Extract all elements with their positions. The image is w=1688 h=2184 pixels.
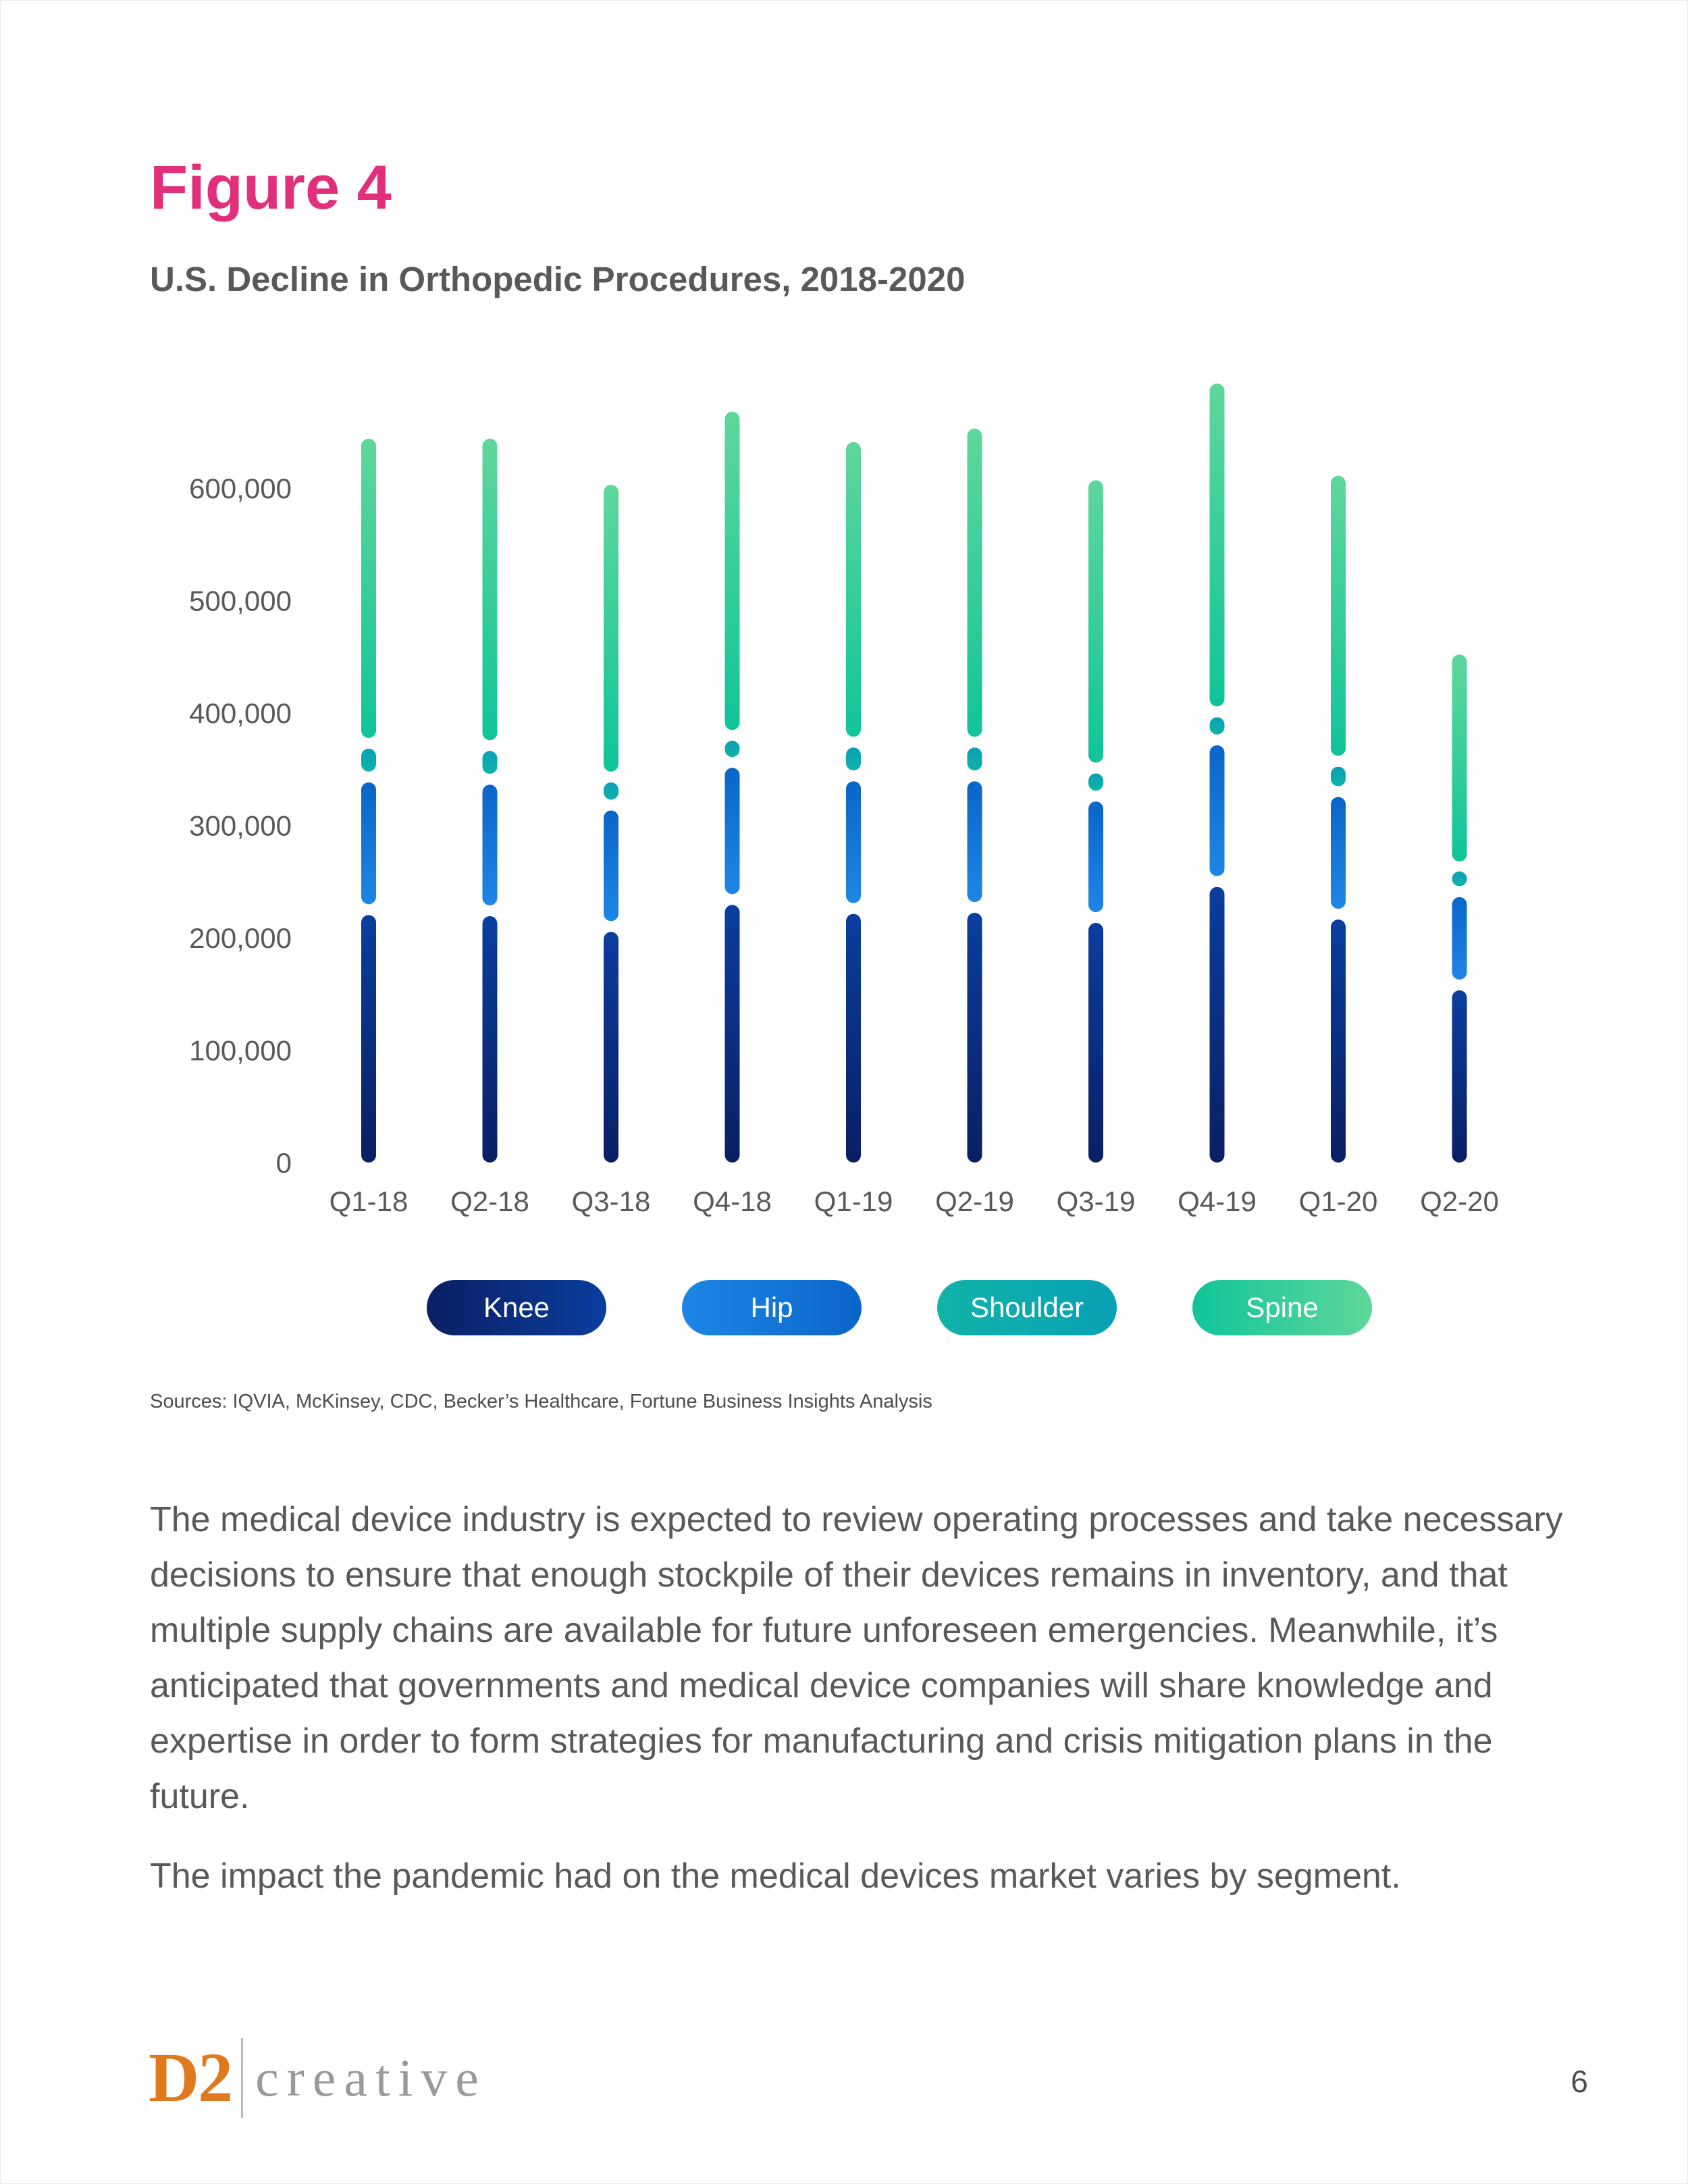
bar-shoulder-q1-18 [361, 748, 376, 772]
bar-shoulder-q2-20 [1452, 871, 1467, 886]
bar-shoulder-q4-19 [1209, 717, 1225, 735]
bar-shoulder-q1-19 [846, 747, 861, 771]
bar-knee-q2-19 [967, 913, 982, 1163]
bars [361, 383, 1467, 1163]
y-tick-label: 100,000 [189, 1035, 292, 1067]
bar-hip-q4-19 [1209, 745, 1225, 876]
bar-hip-q1-19 [846, 781, 861, 903]
bar-knee-q4-19 [1209, 886, 1225, 1163]
bar-spine-q1-18 [361, 438, 376, 738]
y-tick-label: 300,000 [189, 810, 292, 842]
x-axis: Q1-18 Q2-18 Q3-18 Q4-18 Q1-19 Q2-19 Q3-19 Q4-19… [329, 1186, 1499, 1217]
x-tick-label: Q2-18 [450, 1186, 529, 1217]
bar-knee-q1-18 [361, 915, 376, 1163]
bar-knee-q1-19 [846, 913, 861, 1163]
x-tick-label: Q4-18 [693, 1186, 772, 1217]
y-tick-label: 0 [276, 1147, 292, 1179]
bar-knee-q3-18 [604, 932, 618, 1163]
y-axis: 0 100,000 200,000 300,000 400,000 500,000 600,… [189, 473, 292, 1179]
bar-knee-q1-20 [1331, 920, 1346, 1163]
bar-shoulder-q3-19 [1088, 773, 1103, 791]
chart-title: U.S. Decline in Orthopedic Procedures, 2… [150, 260, 966, 298]
bar-shoulder-q3-18 [604, 782, 618, 800]
bar-hip-q2-20 [1452, 897, 1467, 980]
bar-shoulder-q4-18 [724, 741, 740, 757]
x-tick-label: Q1-20 [1299, 1186, 1378, 1217]
legend-item-hip: Hip [682, 1280, 862, 1335]
chart-legend: Knee Hip Shoulder Spine [427, 1280, 1372, 1335]
y-tick-label: 500,000 [189, 585, 292, 617]
bar-spine-q1-19 [846, 442, 861, 737]
bar-knee-q4-18 [724, 905, 740, 1163]
bar-spine-q2-20 [1452, 654, 1467, 862]
bar-shoulder-q2-18 [482, 751, 498, 774]
legend-item-shoulder: Shoulder [937, 1280, 1117, 1335]
bar-spine-q4-19 [1209, 383, 1225, 707]
bar-shoulder-q2-19 [967, 747, 982, 771]
y-tick-label: 600,000 [189, 473, 292, 504]
bar-spine-q1-20 [1331, 475, 1346, 756]
bar-hip-q3-19 [1088, 801, 1103, 913]
bar-knee-q3-19 [1088, 923, 1103, 1163]
bar-spine-q2-18 [482, 438, 498, 741]
x-tick-label: Q4-19 [1178, 1186, 1257, 1217]
body-paragraph: The medical device industry is expected … [150, 1500, 1563, 1816]
body-text: The medical device industry is expected … [150, 1492, 1581, 1904]
bar-spine-q4-18 [724, 411, 740, 730]
y-tick-label: 200,000 [189, 922, 292, 954]
y-tick-label: 400,000 [189, 697, 292, 729]
bar-hip-q1-20 [1331, 797, 1346, 909]
logo-divider [241, 2038, 244, 2118]
bar-hip-q1-18 [361, 782, 376, 905]
x-tick-label: Q3-19 [1057, 1186, 1136, 1217]
sources-note: Sources: IQVIA, McKinsey, CDC, Becker’s … [150, 1391, 932, 1412]
bar-hip-q2-18 [482, 784, 498, 906]
body-paragraph: The impact the pandemic had on the medic… [150, 1857, 1401, 1896]
legend-item-spine: Spine [1192, 1280, 1372, 1335]
figure-heading: Figure 4 [150, 153, 392, 222]
bar-spine-q3-18 [604, 485, 618, 772]
x-tick-label: Q1-19 [814, 1186, 893, 1217]
bar-knee-q2-20 [1452, 990, 1467, 1163]
bar-hip-q2-19 [967, 781, 982, 903]
chart: 0 100,000 200,000 300,000 400,000 500,000 600,… [189, 383, 1499, 1217]
d2-creative-logo: D2 creative [149, 2037, 487, 2119]
bar-spine-q3-19 [1088, 480, 1103, 763]
x-tick-label: Q2-19 [935, 1186, 1014, 1217]
bar-hip-q3-18 [604, 810, 618, 922]
x-tick-label: Q1-18 [329, 1186, 408, 1217]
bar-knee-q2-18 [482, 916, 498, 1163]
bar-hip-q4-18 [724, 768, 740, 895]
bar-shoulder-q1-20 [1331, 766, 1346, 787]
logo-wordmark: creative [255, 2048, 487, 2107]
logo-mark: D2 [149, 2039, 233, 2116]
legend-item-knee: Knee [427, 1280, 606, 1335]
page-number: 6 [1571, 2064, 1588, 2099]
bar-spine-q2-19 [967, 428, 982, 737]
x-tick-label: Q2-20 [1420, 1186, 1499, 1217]
x-tick-label: Q3-18 [572, 1186, 651, 1217]
